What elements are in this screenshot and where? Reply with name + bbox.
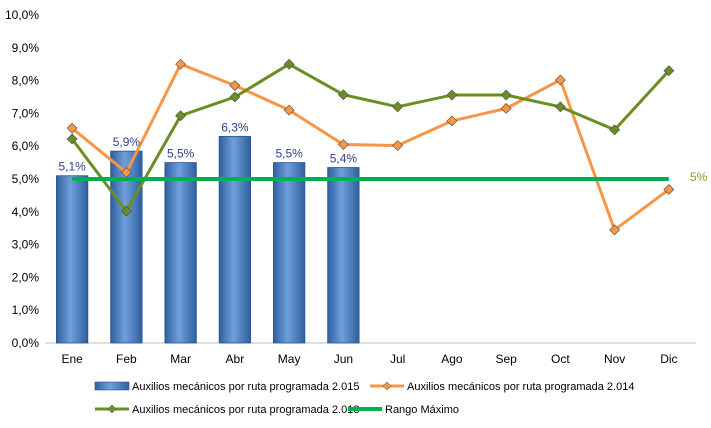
legend-label: Auxilios mecánicos por ruta programada 2… bbox=[407, 381, 634, 393]
line-marker bbox=[663, 184, 675, 195]
line-marker bbox=[283, 58, 295, 70]
line-marker bbox=[500, 89, 512, 101]
y-tick-label: 10,0% bbox=[5, 8, 39, 22]
y-tick-label: 6,0% bbox=[12, 139, 40, 153]
bar-data-label: 6,3% bbox=[221, 120, 249, 134]
line-marker bbox=[554, 101, 566, 113]
y-tick-label: 0,0% bbox=[12, 336, 40, 350]
x-tick-label: Ago bbox=[441, 352, 463, 366]
bar bbox=[218, 135, 252, 344]
line-marker bbox=[283, 104, 295, 116]
legend: Auxilios mecánicos por ruta programada 2… bbox=[94, 381, 634, 416]
x-tick-label: May bbox=[278, 352, 301, 366]
line-marker bbox=[446, 89, 458, 101]
line-marker bbox=[554, 74, 566, 86]
reference-line-label: 5% bbox=[690, 170, 708, 184]
bar-data-label: 5,5% bbox=[167, 147, 195, 161]
y-axis: 0,0% 1,0% 2,0% 3,0% 4,0% 5,0% 6,0% 7,0% 8,0% 9,0%… bbox=[5, 8, 39, 350]
y-tick-label: 9,0% bbox=[12, 41, 40, 55]
bar bbox=[55, 175, 89, 344]
series-line bbox=[70, 62, 670, 213]
line-marker bbox=[66, 122, 78, 134]
bar-data-label: 5,9% bbox=[113, 135, 141, 149]
bar bbox=[327, 167, 360, 344]
line-marker bbox=[500, 103, 512, 114]
x-tick-label: Ene bbox=[61, 352, 83, 366]
bar-data-label: 5,5% bbox=[275, 147, 303, 161]
legend-swatch bbox=[94, 381, 130, 391]
y-tick-label: 4,0% bbox=[12, 205, 40, 219]
bar-series bbox=[55, 135, 360, 344]
x-tick-label: Sep bbox=[495, 352, 517, 366]
line-marker bbox=[175, 110, 187, 122]
y-tick-label: 5,0% bbox=[12, 172, 40, 186]
y-tick-label: 7,0% bbox=[12, 106, 40, 120]
x-tick-label: Nov bbox=[604, 352, 625, 366]
x-axis: Ene Feb Mar Abr May Jun Jul Ago Sep Oct Nov Dic bbox=[45, 342, 696, 366]
line-marker bbox=[609, 224, 621, 236]
x-tick-label: Jul bbox=[390, 352, 405, 366]
line-marker bbox=[229, 80, 241, 91]
y-tick-label: 1,0% bbox=[12, 303, 40, 317]
x-tick-label: Mar bbox=[170, 352, 191, 366]
line-marker bbox=[337, 139, 349, 150]
legend-label: Auxilios mecánicos por ruta programada 2… bbox=[132, 404, 359, 416]
line-marker bbox=[446, 115, 458, 127]
x-tick-label: Abr bbox=[226, 352, 245, 366]
line-marker bbox=[392, 101, 404, 113]
legend-marker bbox=[107, 404, 117, 414]
legend-label: Auxilios mecánicos por ruta programada 2… bbox=[132, 381, 359, 393]
line-series bbox=[66, 58, 675, 236]
line-marker bbox=[392, 140, 404, 151]
line-marker bbox=[229, 91, 241, 103]
line-marker bbox=[337, 89, 349, 101]
line-marker bbox=[663, 65, 675, 77]
series-line bbox=[71, 62, 670, 232]
legend-label: Rango Máximo bbox=[385, 404, 459, 416]
y-tick-label: 2,0% bbox=[12, 270, 40, 284]
bar-data-label: 5,1% bbox=[58, 160, 86, 174]
line-marker bbox=[120, 205, 132, 217]
x-tick-label: Jun bbox=[334, 352, 353, 366]
x-tick-label: Feb bbox=[116, 352, 137, 366]
x-tick-label: Dic bbox=[660, 352, 677, 366]
data-labels: 5,1% 5,9% 5,5% 6,3% 5,5% 5,4% 5% bbox=[58, 120, 707, 184]
line-marker bbox=[609, 124, 621, 136]
bar bbox=[164, 162, 197, 344]
bar bbox=[110, 150, 143, 344]
bar-data-label: 5,4% bbox=[330, 152, 358, 166]
y-tick-label: 8,0% bbox=[12, 74, 40, 88]
line-marker bbox=[66, 133, 78, 145]
x-tick-label: Oct bbox=[551, 352, 570, 366]
bar bbox=[272, 162, 306, 344]
y-tick-label: 3,0% bbox=[12, 238, 40, 252]
line-marker bbox=[175, 58, 187, 70]
legend-marker bbox=[382, 381, 392, 391]
